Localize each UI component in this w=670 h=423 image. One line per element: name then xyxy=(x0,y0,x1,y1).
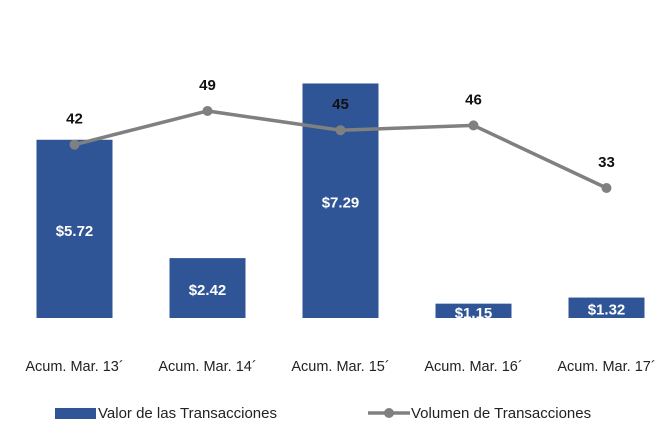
bar xyxy=(568,297,645,318)
line-value-label: 46 xyxy=(465,91,482,108)
line-value-label: 45 xyxy=(332,96,349,113)
line-value-label: 33 xyxy=(598,154,615,171)
line-value-label: 49 xyxy=(199,77,216,94)
legend-swatch xyxy=(384,408,394,418)
bar-value-label: $5.72 xyxy=(56,223,94,240)
line-marker xyxy=(601,183,612,193)
line-marker xyxy=(335,125,346,136)
bar xyxy=(169,258,246,318)
line-value-label: 42 xyxy=(66,111,83,128)
x-tick-label: Acum. Mar. 13´ xyxy=(25,359,123,375)
x-tick-label: Acum. Mar. 14´ xyxy=(158,359,256,375)
x-tick-label: Acum. Mar. 16´ xyxy=(424,359,522,375)
bar xyxy=(435,303,512,318)
bar-value-label: $1.15 xyxy=(455,305,493,322)
x-tick-label: Acum. Mar. 17´ xyxy=(557,359,655,375)
bar-value-label: $2.42 xyxy=(189,282,227,299)
legend-label: Valor de las Transacciones xyxy=(98,405,277,422)
legend-swatch xyxy=(55,408,96,419)
bar xyxy=(36,139,113,318)
bar-value-label: $7.29 xyxy=(322,195,360,212)
line-marker xyxy=(468,120,479,131)
legend-label: Volumen de Transacciones xyxy=(411,405,591,422)
bar-value-label: $1.32 xyxy=(588,302,626,319)
line-marker xyxy=(69,139,80,150)
bar xyxy=(302,83,379,318)
line-marker xyxy=(202,105,213,116)
x-tick-label: Acum. Mar. 15´ xyxy=(291,359,389,375)
